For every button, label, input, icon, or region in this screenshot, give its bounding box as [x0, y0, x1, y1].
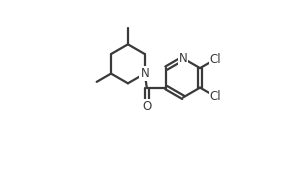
Text: N: N	[179, 52, 188, 65]
Text: Cl: Cl	[210, 90, 221, 103]
Text: N: N	[140, 67, 149, 80]
Text: O: O	[142, 100, 151, 113]
Text: Cl: Cl	[210, 53, 221, 66]
